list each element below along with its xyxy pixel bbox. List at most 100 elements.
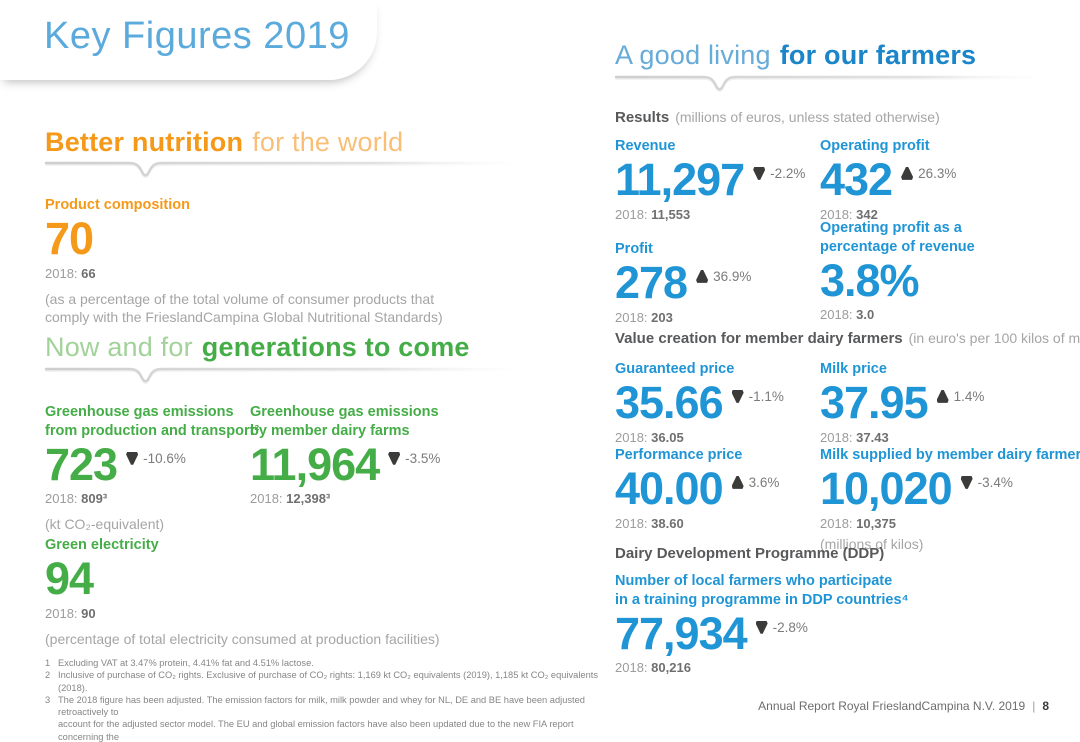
metric-value: 278 (615, 256, 688, 308)
metric-previous: 2018: 11,553 (615, 206, 691, 222)
metric-previous: 2018: 809³ (45, 491, 108, 507)
metric-change: -3.4% (977, 474, 1013, 490)
metric-milk-price: Milk price 37.95 1.4% 2018: 37.43 (820, 360, 984, 445)
section-heading-farmers: A good living for our farmers (615, 40, 976, 71)
metric-label: Revenue (615, 138, 676, 154)
metric-previous: 2018: 37.43 (820, 429, 889, 445)
metric-previous: 2018: 36.05 (615, 429, 684, 445)
metric-value: 10,020 (820, 462, 953, 514)
metric-label: Operating profit as a percentage of reve… (820, 220, 975, 255)
metric-previous: 2018: 342 (820, 206, 878, 222)
metric-change: -10.6% (143, 450, 186, 466)
decrease-arrow-icon (755, 620, 768, 634)
metric-ddp-farmers: Number of local farmers who participate … (615, 572, 909, 675)
footnote-2: 2 Inclusive of purchase of CO₂ rights. E… (45, 670, 598, 693)
increase-arrow-icon (731, 475, 744, 489)
metric-value: 70 (45, 212, 94, 264)
footer-separator: | (1032, 699, 1036, 713)
metric-value: 40.00 (615, 462, 724, 514)
metric-operating-profit: Operating profit 432 26.3% 2018: 342 (820, 137, 956, 222)
page-title: Key Figures 2019 (44, 15, 350, 57)
title-bubble (0, 0, 377, 80)
metric-label: Performance price (615, 447, 743, 463)
metric-value: 37.95 (820, 376, 929, 428)
metric-label: Number of local farmers who participate … (615, 573, 909, 608)
metric-value: 11,964 (250, 438, 380, 490)
increase-arrow-icon (696, 269, 709, 283)
metric-previous: 2018: 90 (45, 605, 96, 621)
metric-previous: 2018: 3.0 (820, 307, 875, 323)
metric-revenue: Revenue 11,297 -2.2% 2018: 11,553 (615, 137, 805, 222)
metric-value: 11,297 (615, 153, 745, 205)
metric-change: 36.9% (713, 268, 752, 284)
metric-previous: 2018: 203 (615, 309, 673, 325)
heading-light-text: Now and for (45, 332, 193, 362)
section-heading-generations: Now and for generations to come (45, 332, 470, 363)
metric-note: (millions of kilos) (820, 535, 924, 552)
metric-label: Milk supplied by member dairy farmers (820, 447, 1080, 463)
metric-previous: 2018: 12,398³ (250, 491, 331, 507)
decrease-arrow-icon (731, 389, 744, 403)
metric-change: -1.1% (748, 388, 784, 404)
decrease-arrow-icon (388, 451, 401, 465)
metric-operating-margin: Operating profit as a percentage of reve… (820, 219, 975, 322)
metric-label: Greenhouse gas emissions by member dairy… (250, 404, 439, 439)
value-creation-heading: Value creation for member dairy farmers(… (615, 330, 1080, 347)
ddp-heading: Dairy Development Programme (DDP) (615, 545, 885, 562)
section-divider (44, 161, 524, 179)
section-divider (44, 367, 524, 385)
metric-label: Product composition (45, 197, 190, 213)
metric-value: 723 (45, 438, 118, 490)
metric-note: (percentage of total electricity consume… (45, 630, 440, 647)
metric-value: 77,934 (615, 607, 748, 659)
metric-milk-supplied: Milk supplied by member dairy farmers 10… (820, 446, 1080, 553)
metric-note: (as a percentage of the total volume of … (45, 290, 443, 326)
metric-ghg-production: Greenhouse gas emissions from production… (45, 403, 259, 534)
metric-change: -2.8% (772, 619, 808, 635)
heading-light-text: for the world (252, 127, 404, 157)
metric-ghg-farms: Greenhouse gas emissions by member dairy… (250, 403, 440, 506)
metric-change: 3.6% (748, 474, 780, 490)
increase-arrow-icon (901, 166, 914, 180)
metric-change: -2.2% (770, 165, 806, 181)
footnotes: 1 Excluding VAT at 3.47% protein, 4.41% … (45, 657, 605, 742)
metric-note: (kt CO₂-equivalent) (45, 516, 165, 533)
page-number: 8 (1042, 699, 1049, 713)
metric-label: Profit (615, 241, 653, 257)
heading-bold-text: generations to come (201, 332, 470, 362)
heading-light-text: A good living (615, 40, 771, 70)
metric-previous: 2018: 80,216 (615, 660, 691, 676)
footer-text: Annual Report Royal FrieslandCampina N.V… (758, 699, 1026, 713)
increase-arrow-icon (936, 389, 949, 403)
section-divider (614, 75, 1049, 93)
metric-value: 3.8% (820, 254, 920, 306)
metric-performance-price: Performance price 40.00 3.6% 2018: 38.60 (615, 446, 779, 531)
section-heading-nutrition: Better nutrition for the world (45, 127, 403, 158)
metric-previous: 2018: 38.60 (615, 515, 684, 531)
metric-previous: 2018: 10,375 (820, 515, 896, 531)
metric-label: Green electricity (45, 537, 159, 553)
metric-value: 432 (820, 153, 893, 205)
footnote-3: 3 The 2018 figure has been adjusted. The… (45, 694, 585, 742)
metric-label: Guaranteed price (615, 361, 735, 377)
metric-change: 1.4% (953, 388, 985, 404)
footnote-1: 1 Excluding VAT at 3.47% protein, 4.41% … (45, 658, 314, 668)
metric-label: Operating profit (820, 138, 930, 154)
metric-guaranteed-price: Guaranteed price 35.66 -1.1% 2018: 36.05 (615, 360, 784, 445)
metric-change: -3.5% (405, 450, 441, 466)
decrease-arrow-icon (960, 475, 973, 489)
metric-product-composition: Product composition 70 2018: 66 (as a pe… (45, 196, 443, 327)
metric-profit: Profit 278 36.9% 2018: 203 (615, 240, 751, 325)
decrease-arrow-icon (753, 166, 766, 180)
metric-green-electricity: Green electricity 94 2018: 90 (percentag… (45, 536, 440, 648)
results-heading: Results (millions of euros, unless stated… (615, 109, 940, 126)
metric-value: 35.66 (615, 376, 724, 428)
heading-bold-text: Better nutrition (45, 127, 244, 157)
heading-bold-text: for our farmers (779, 40, 977, 70)
metric-label: Milk price (820, 361, 887, 377)
page-footer: Annual Report Royal FrieslandCampina N.V… (758, 699, 1049, 713)
decrease-arrow-icon (126, 451, 139, 465)
metric-label: Greenhouse gas emissions from production… (45, 404, 260, 439)
metric-previous: 2018: 66 (45, 265, 96, 281)
